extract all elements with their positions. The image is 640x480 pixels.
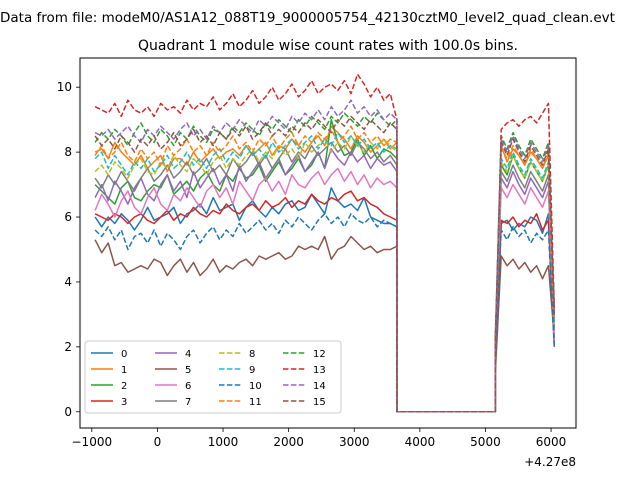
figure-suptitle: Data from file: modeM0/AS1A12_088T19_900… (0, 10, 615, 26)
x-tick-label: 2000 (273, 435, 304, 449)
legend-label-15: 15 (313, 397, 326, 408)
x-tick-label: 0 (154, 435, 162, 449)
legend-label-11: 11 (249, 397, 262, 408)
y-tick-label: 10 (57, 80, 72, 94)
series-line-11 (94, 125, 556, 413)
legend-label-9: 9 (249, 365, 255, 376)
plot-frame (79, 57, 577, 429)
legend-label-12: 12 (313, 349, 326, 360)
y-tick-label: 6 (64, 210, 72, 224)
chart-title: Quadrant 1 module wise count rates with … (138, 38, 518, 54)
legend-label-6: 6 (185, 381, 191, 392)
legend-label-10: 10 (249, 381, 262, 392)
legend-label-14: 14 (313, 381, 326, 392)
x-tick-label: 5000 (470, 435, 501, 449)
y-tick-label: 4 (64, 275, 72, 289)
legend-label-7: 7 (185, 397, 191, 408)
legend-label-1: 1 (121, 365, 127, 376)
series-line-10 (94, 213, 556, 413)
legend-label-3: 3 (121, 397, 127, 408)
y-axis: 0 2 4 6 8 10 (57, 80, 80, 419)
series-line-15 (94, 115, 556, 413)
plot-lines (94, 73, 556, 413)
y-tick-label: 0 (64, 405, 72, 419)
x-tick-label: 3000 (339, 435, 370, 449)
legend-label-13: 13 (313, 365, 326, 376)
x-axis: −1000 0 1000 2000 3000 4000 5000 6000 (72, 428, 567, 449)
y-tick-label: 2 (64, 340, 72, 354)
legend-label-2: 2 (121, 381, 127, 392)
series-line-5 (94, 235, 556, 413)
legend-label-4: 4 (185, 349, 191, 360)
x-tick-label: 6000 (536, 435, 567, 449)
legend-label-8: 8 (249, 349, 255, 360)
legend-label-5: 5 (185, 365, 191, 376)
y-tick-label: 8 (64, 145, 72, 159)
x-tick-label: 1000 (208, 435, 239, 449)
x-offset-label: +4.27e8 (524, 455, 576, 469)
legend-box (84, 340, 342, 414)
series-line-14 (94, 99, 556, 413)
x-tick-label: −1000 (72, 435, 113, 449)
x-tick-label: 4000 (405, 435, 436, 449)
legend-label-0: 0 (121, 349, 127, 360)
